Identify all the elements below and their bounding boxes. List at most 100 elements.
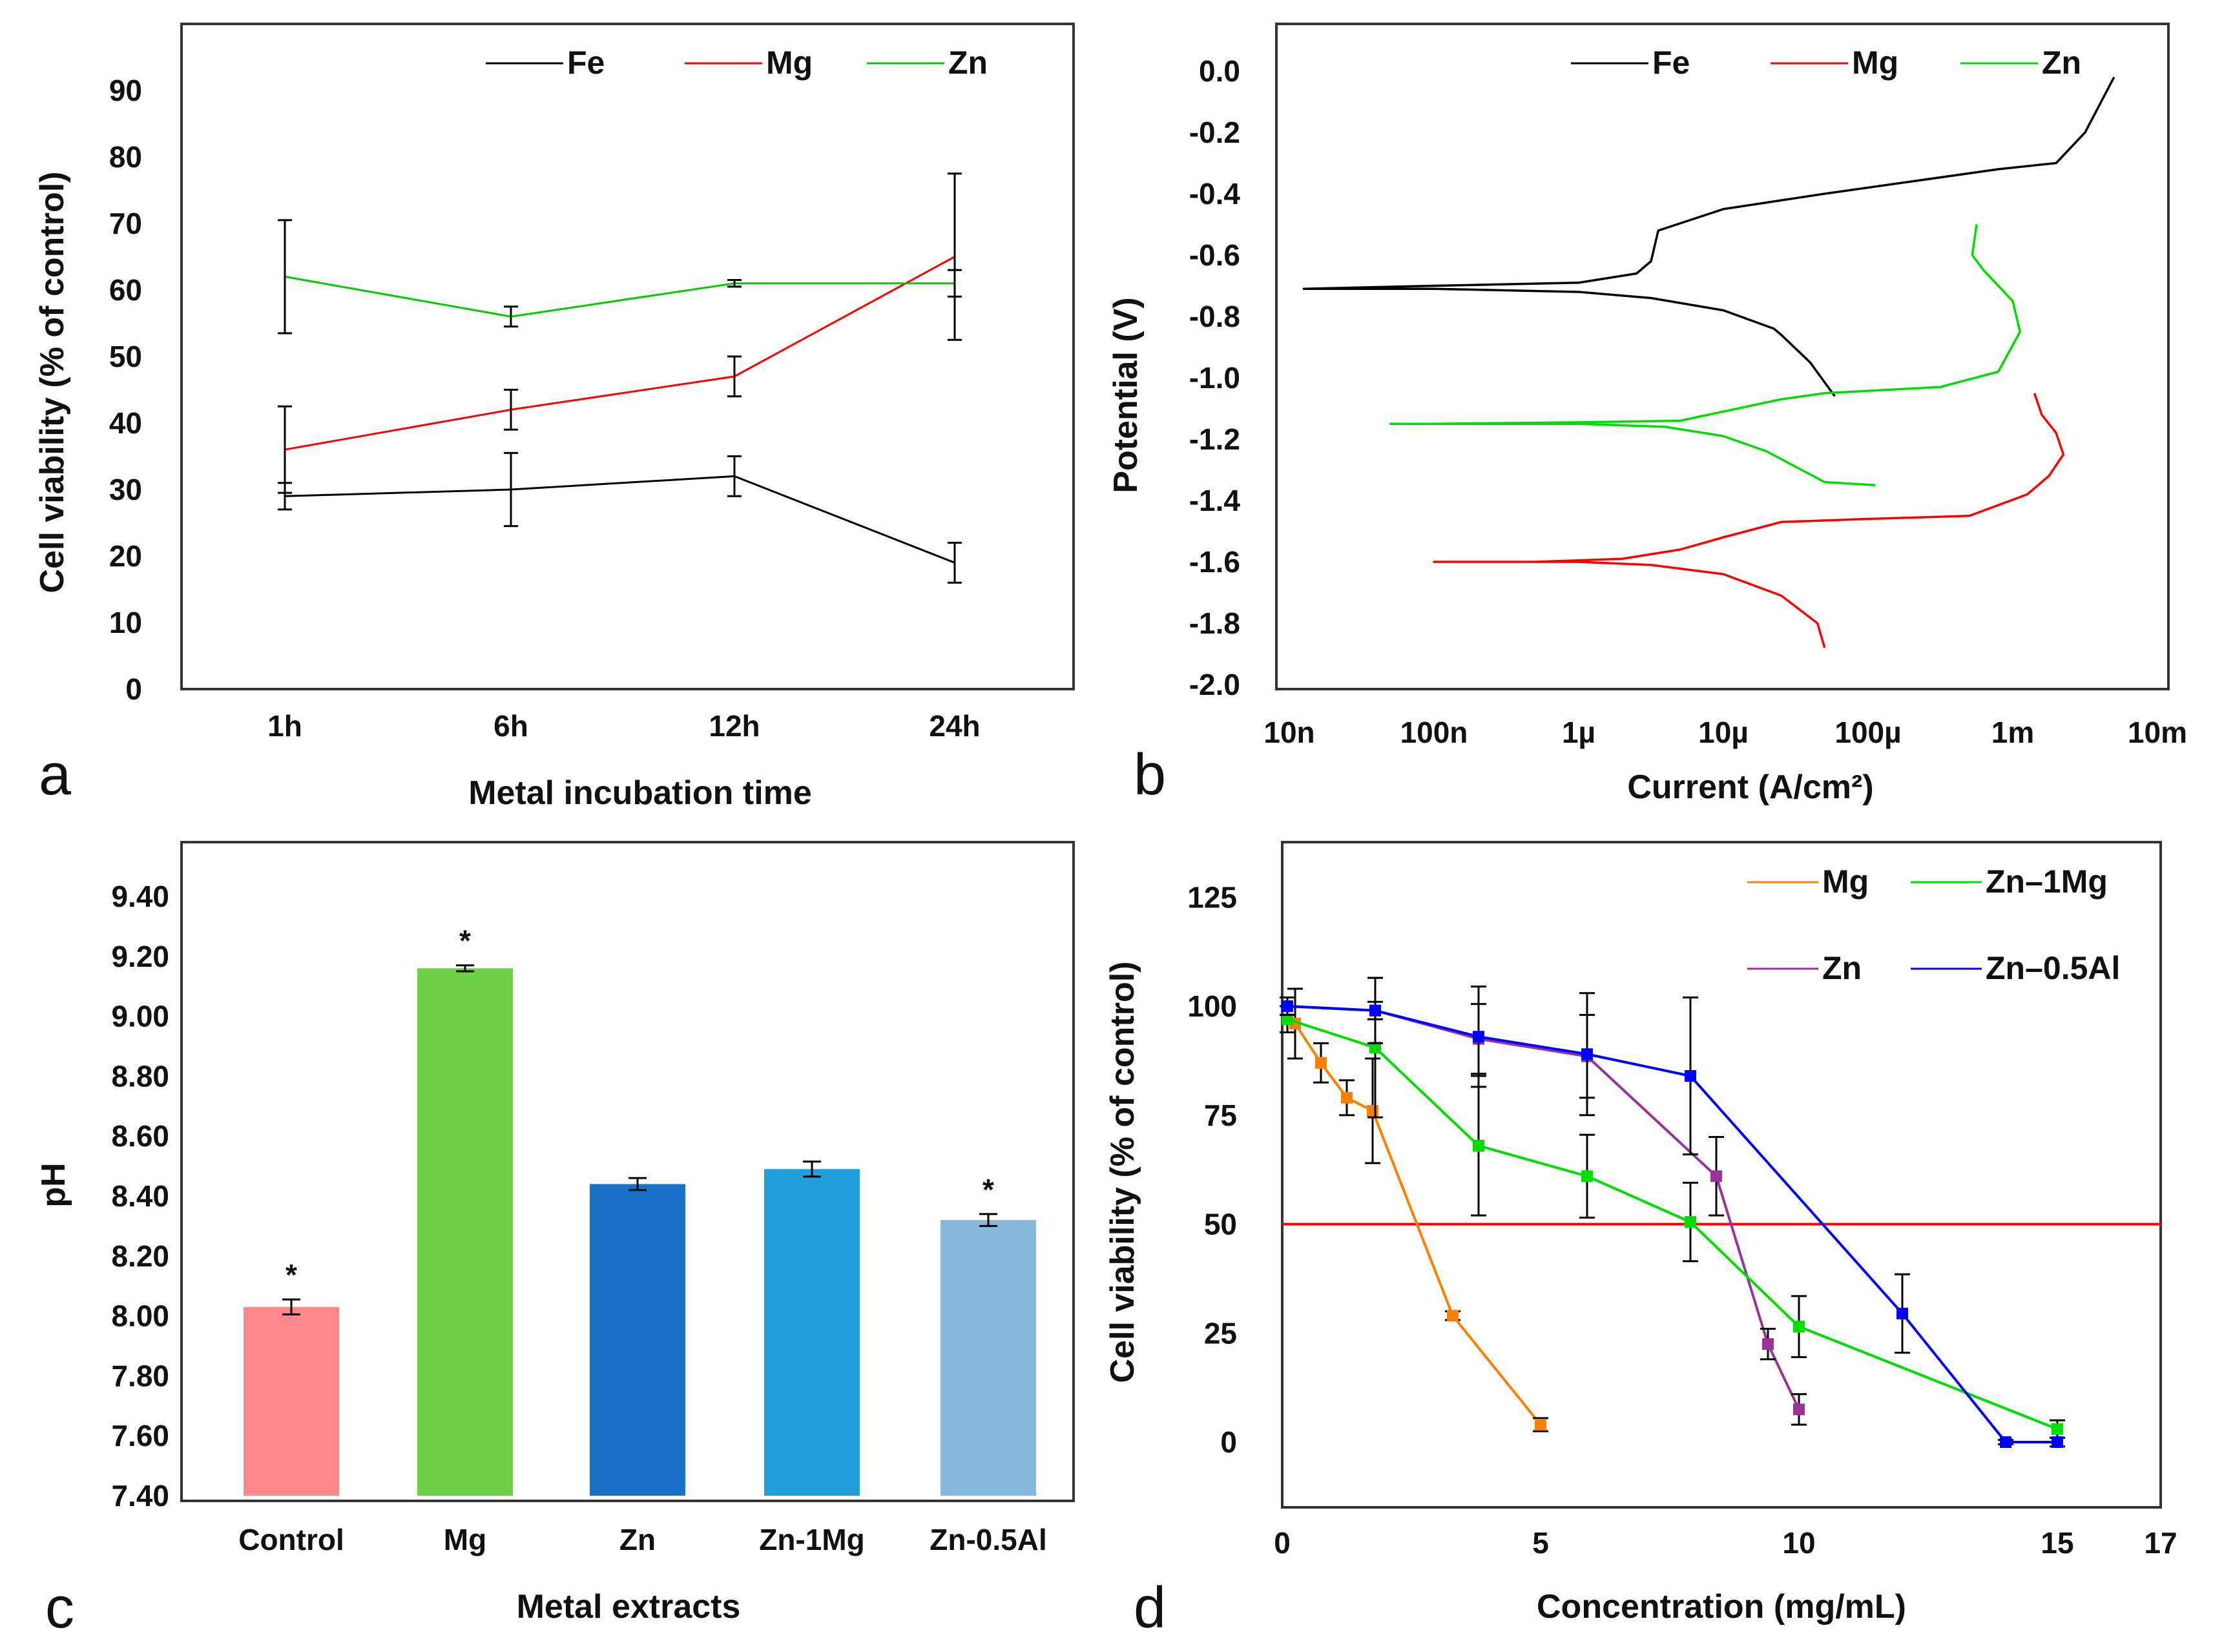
data-point-zn-1mg [1793,1321,1805,1333]
series-line-zn [284,275,955,318]
y-tick-label-a: 30 [109,473,142,506]
y-tick-label-a: 20 [109,539,142,573]
x-tick-label-c: Mg [444,1523,486,1556]
data-point-mg [1315,1057,1327,1069]
significance-marker: * [286,1258,297,1292]
data-point-zn-0-5al [1473,1031,1484,1043]
y-tick-label-a: 90 [109,74,142,107]
y-tick-label-a: 40 [109,406,142,440]
x-axis-label-c: Metal extracts [517,1588,741,1626]
y-tick-label-b: -2.0 [1189,668,1240,701]
y-tick-label-c: 9.00 [111,1000,169,1033]
y-tick-label-d: 25 [1204,1316,1237,1350]
x-tick-label-b: 100n [1400,716,1468,749]
y-tick-label-a: 60 [109,273,142,307]
data-point-mg [1367,1105,1378,1117]
y-tick-label-d: 125 [1187,880,1237,914]
legend-zn-label: Zn [948,45,988,81]
panel-label-c: c [45,1576,74,1640]
x-tick-label-d: 15 [2041,1526,2073,1560]
panel-b: Current (A/cm²) Potential (V) b 0.0 -0.2 -… [1107,23,2187,807]
series-line-zn-0-5al [1287,1005,2057,1443]
y-axis-label-b: Potential (V) [1107,297,1145,493]
bar-zn-1mg [764,1169,860,1496]
series-line-mg [284,256,955,451]
x-tick-label-a: 1h [267,709,302,743]
legend-zn-0-5al-label: Zn–0.5Al [1986,950,2120,986]
y-tick-label-b: -1.0 [1189,361,1240,395]
data-point-zn [1762,1338,1774,1350]
significance-marker: * [459,924,471,958]
bar-zn [590,1184,685,1496]
x-tick-label-a: 6h [494,709,528,743]
y-tick-label-a: 0 [125,672,142,706]
y-tick-label-b: -0.8 [1189,300,1240,333]
y-tick-label-a: 10 [109,606,142,639]
data-point-zn-1mg [2052,1423,2063,1435]
series-line-fe [284,475,955,564]
plot-frame-b [1275,23,2170,690]
y-tick-label-a: 70 [109,207,142,240]
panel-label-b: b [1134,743,1166,807]
series-line-zn [1389,224,2021,486]
data-point-zn-1mg [1581,1170,1593,1182]
y-tick-label-a: 80 [109,140,142,174]
y-axis-label-d: Cell viability (% of control) [1104,962,1141,1383]
data-point-zn-0-5al [1282,1000,1293,1012]
panel-label-d: d [1134,1576,1166,1640]
x-tick-label-d: 17 [2144,1526,2177,1560]
data-point-zn-0-5al [1369,1004,1381,1017]
panel-label-a: a [39,743,72,807]
series-line-mg [1433,393,2065,648]
y-tick-label-c: 7.80 [111,1359,169,1392]
data-point-zn-0-5al [2000,1436,2011,1448]
bar-mg [417,968,513,1496]
y-tick-label-a: 50 [109,340,142,373]
y-tick-label-c: 8.60 [111,1119,169,1153]
x-tick-label-c: Zn-0.5Al [930,1523,1046,1556]
legend-mg-label: Mg [766,45,813,81]
data-point-zn-1mg [1685,1216,1696,1228]
data-point-mg [1447,1310,1459,1322]
panel-d: Concentration (mg/mL) Cell viability (% … [1104,841,2177,1640]
legend-mg-label: Mg [1822,863,1869,900]
x-tick-label-b: 10µ [1698,716,1749,749]
data-point-zn-0-5al [1581,1048,1593,1060]
x-axis-label-b: Current (A/cm²) [1627,769,1873,806]
legend-zn-label: Zn [1822,950,1862,986]
y-tick-label-b: -0.6 [1189,238,1240,272]
significance-marker: * [982,1173,994,1206]
y-tick-label-b: 0.0 [1199,54,1240,88]
data-point-zn-1mg [1473,1140,1484,1151]
bar-zn-0.5al [940,1220,1036,1496]
y-tick-label-b: -1.2 [1189,422,1240,456]
x-tick-label-d: 5 [1532,1526,1549,1560]
y-tick-label-d: 0 [1220,1425,1237,1459]
y-tick-label-b: -1.8 [1189,606,1240,640]
legend-fe-label: Fe [567,45,605,81]
data-point-zn-1mg [1369,1042,1381,1054]
data-point-zn-1mg [1282,1013,1293,1026]
y-tick-label-b: -1.6 [1189,545,1240,579]
x-tick-label-b: 1m [1991,716,2034,749]
data-point-zn-0-5al [2052,1436,2063,1448]
y-tick-label-c: 9.20 [111,940,169,973]
x-tick-label-c: Control [238,1523,344,1556]
plot-frame-c [180,841,1075,1502]
plot-frame-a [180,23,1075,690]
legend-zn-label: Zn [2042,45,2081,81]
data-point-zn-0-5al [1685,1070,1696,1082]
legend-zn-1mg-label: Zn–1Mg [1986,863,2108,900]
x-tick-label-a: 12h [709,709,760,743]
y-tick-label-b: -0.2 [1189,116,1240,149]
y-tick-label-d: 75 [1204,1099,1237,1132]
x-axis-label-d: Concentration (mg/mL) [1537,1588,1906,1626]
legend-fe-label: Fe [1652,45,1690,81]
y-tick-label-c: 7.60 [111,1419,169,1452]
y-tick-label-d: 50 [1204,1208,1237,1241]
series-line-fe [1302,76,2115,397]
x-tick-label-b: 1µ [1562,716,1595,749]
y-tick-label-c: 8.00 [111,1299,169,1333]
data-point-zn-0-5al [1896,1307,1908,1319]
